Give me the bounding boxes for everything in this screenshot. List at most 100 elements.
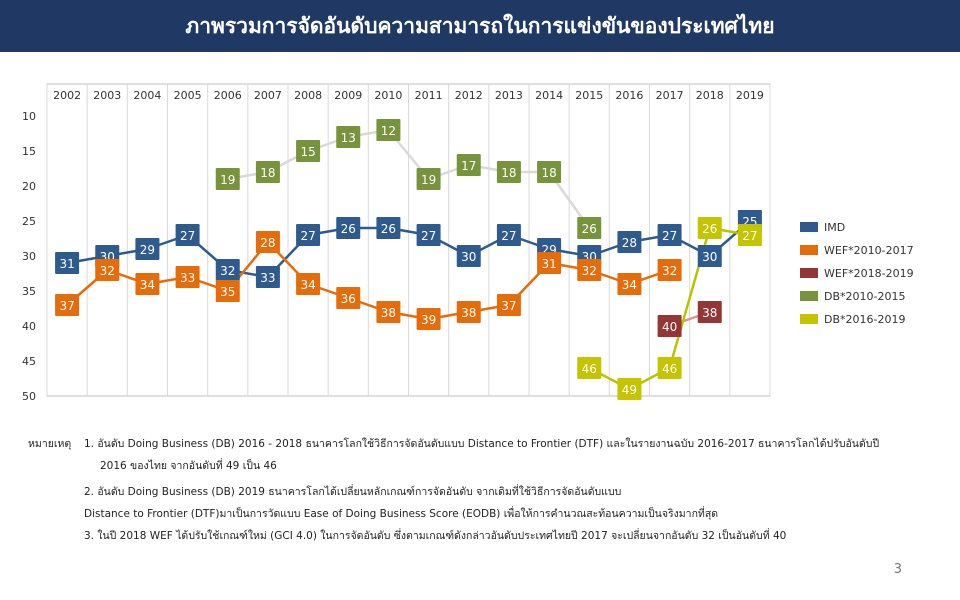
data-label: 33 — [180, 271, 195, 285]
data-label: 27 — [180, 229, 195, 243]
x-tick-label: 2007 — [254, 89, 282, 102]
data-point — [215, 168, 240, 190]
x-tick-label: 2004 — [133, 89, 161, 102]
data-point — [215, 259, 240, 281]
data-point — [255, 266, 280, 288]
data-point — [95, 259, 120, 281]
data-label: 38 — [702, 306, 717, 320]
data-point — [617, 378, 642, 400]
data-label: 13 — [341, 131, 356, 145]
data-label: 38 — [461, 306, 476, 320]
data-label: 18 — [541, 166, 556, 180]
x-tick-label: 2017 — [656, 89, 684, 102]
data-point — [416, 308, 441, 330]
data-label: 27 — [501, 229, 516, 243]
data-point — [55, 252, 80, 274]
data-label: 17 — [461, 159, 476, 173]
data-label: 27 — [662, 229, 677, 243]
data-label: 32 — [100, 264, 115, 278]
data-label: 15 — [300, 145, 315, 159]
data-label: 26 — [341, 222, 356, 236]
data-label: 37 — [59, 299, 74, 313]
data-label: 46 — [662, 362, 677, 376]
data-label: 35 — [220, 285, 235, 299]
data-label: 46 — [582, 362, 597, 376]
data-label: 29 — [140, 243, 155, 257]
data-label: 12 — [381, 124, 396, 138]
legend-swatch — [800, 291, 818, 301]
data-point — [336, 287, 361, 309]
data-point — [496, 224, 521, 246]
data-point — [456, 245, 481, 267]
legend-swatch — [800, 268, 818, 278]
y-tick-label: 35 — [22, 285, 36, 298]
data-point — [657, 357, 682, 379]
data-label: 26 — [582, 222, 597, 236]
note-line: Distance to Frontier (DTF)มาเป็นการวัดแบ… — [84, 508, 719, 520]
y-tick-label: 25 — [22, 215, 36, 228]
x-tick-label: 2003 — [93, 89, 121, 102]
data-label: 28 — [622, 236, 637, 250]
data-point — [376, 301, 401, 323]
x-tick-label: 2002 — [53, 89, 81, 102]
legend-label: WEF*2018-2019 — [824, 267, 914, 280]
data-point — [537, 252, 562, 274]
data-point — [296, 273, 321, 295]
data-point — [657, 224, 682, 246]
legend-swatch — [800, 245, 818, 255]
data-label: 26 — [381, 222, 396, 236]
data-label: 31 — [59, 257, 74, 271]
data-label: 27 — [421, 229, 436, 243]
data-point — [456, 301, 481, 323]
x-tick-label: 2011 — [415, 89, 443, 102]
data-point — [416, 168, 441, 190]
data-point — [296, 140, 321, 162]
data-label: 27 — [742, 229, 757, 243]
data-label: 37 — [501, 299, 516, 313]
y-tick-label: 15 — [22, 145, 36, 158]
note-line: 2016 ของไทย จากอันดับที่ 49 เป็น 46 — [100, 460, 277, 472]
x-tick-label: 2018 — [696, 89, 724, 102]
note-line: 3. ในปี 2018 WEF ได้ปรับใช้เกณฑ์ใหม่ (GC… — [84, 530, 787, 542]
data-point — [697, 217, 722, 239]
ranking-line-chart: 2002 2003 2004 2005 2006 2007 2008 2009 2010 2011… — [22, 83, 914, 403]
data-point — [135, 238, 160, 260]
x-tick-label: 2016 — [615, 89, 643, 102]
x-tick-label: 2015 — [575, 89, 603, 102]
series-line — [66, 240, 670, 321]
data-label: 32 — [662, 264, 677, 278]
data-point — [697, 245, 722, 267]
data-point — [657, 259, 682, 281]
legend-label: WEF*2010-2017 — [824, 244, 914, 257]
data-point — [456, 154, 481, 176]
data-label: 32 — [220, 264, 235, 278]
notes-label: หมายเหตุ — [28, 438, 72, 450]
x-tick-label: 2006 — [214, 89, 242, 102]
data-label: 30 — [461, 250, 476, 264]
data-label: 28 — [260, 236, 275, 250]
x-tick-label: 2008 — [294, 89, 322, 102]
data-point — [175, 266, 200, 288]
data-label: 18 — [260, 166, 275, 180]
data-point — [697, 301, 722, 323]
data-label: 34 — [140, 278, 155, 292]
y-tick-label: 45 — [22, 355, 36, 368]
x-tick-label: 2013 — [495, 89, 523, 102]
data-label: 32 — [582, 264, 597, 278]
data-label: 36 — [341, 292, 356, 306]
data-label: 34 — [622, 278, 637, 292]
data-label: 49 — [622, 383, 637, 397]
data-point — [175, 224, 200, 246]
data-point — [737, 224, 762, 246]
data-point — [416, 224, 441, 246]
y-tick-label: 30 — [22, 250, 36, 263]
series-line — [227, 128, 591, 229]
data-point — [255, 161, 280, 183]
page-title: ภาพรวมการจัดอันดับความสามารถในการแข่งขัน… — [0, 0, 960, 52]
data-label: 26 — [702, 222, 717, 236]
x-tick-label: 2010 — [374, 89, 402, 102]
data-point — [336, 126, 361, 148]
data-label: 30 — [702, 250, 717, 264]
data-label: 27 — [300, 229, 315, 243]
data-label: 34 — [300, 278, 315, 292]
